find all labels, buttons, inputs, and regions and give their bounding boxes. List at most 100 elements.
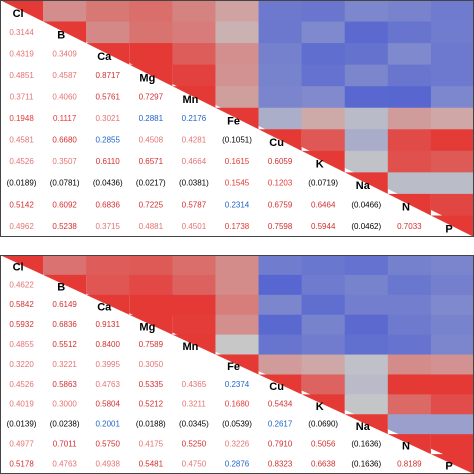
element-label: Mn [183,341,199,353]
correlation-value: 0.3221 [52,360,77,369]
heatmap-cell [430,86,474,109]
heatmap-cell [258,255,303,276]
heatmap-cell [43,255,87,276]
correlation-value: 0.7011 [53,440,77,449]
correlation-value: 0.4019 [9,400,34,409]
heatmap-cell [344,294,389,316]
correlation-value: 0.4750 [182,459,207,468]
correlation-value: (0.1636) [351,440,381,449]
correlation-value: 0.4881 [139,222,164,231]
correlation-value: 0.3211 [182,400,206,409]
diagonal-cell [0,255,44,275]
heatmap-cell [344,274,389,296]
correlation-value: 0.3000 [52,400,77,409]
correlation-value: 0.5863 [52,380,77,389]
correlation-value: 0.5142 [9,200,34,209]
heatmap-cell [430,314,474,336]
heatmap-panel-2: Cl B Ca Mg Mn Fe Cu K Na N P 0.4622 0.5842 0.6149 0.59… [0,255,474,474]
heatmap-cell [215,255,260,276]
heatmap-cell [258,21,303,44]
diagonal-cell [215,107,259,130]
heatmap-cell [344,394,389,415]
diagonal-cell [344,414,388,435]
correlation-value: 0.3711 [10,93,34,102]
correlation-value: 0.6836 [95,200,120,209]
heatmap-cell [129,255,173,276]
correlation-value: 0.6110 [96,157,120,166]
heatmap-cell [172,43,217,66]
correlation-value: 0.5212 [139,400,164,409]
heatmap-cell [387,86,432,109]
heatmap-cell [430,43,474,66]
correlation-value: 0.8323 [268,459,293,468]
element-label: Cu [269,381,284,393]
correlation-value: 0.8400 [95,340,120,349]
heatmap-cell [387,21,432,44]
heatmap-panel-1: Cl B Ca Mg Mn Fe Cu K Na N P 0.3144 0.4319 0.3409 0.48… [0,0,474,237]
heatmap-cell [344,150,389,173]
correlation-value: 0.1738 [225,222,250,231]
heatmap-cell [430,21,474,44]
heatmap-cell [258,43,303,66]
diagonal-cell [0,0,44,22]
heatmap-cell [258,334,303,356]
correlation-value: 0.7910 [268,440,293,449]
element-label: Fe [227,361,240,373]
correlation-value: 0.3144 [9,28,34,37]
element-label: B [57,29,65,41]
correlation-value: 0.7225 [139,200,164,209]
heatmap-cell [430,274,474,296]
element-label: P [445,461,452,473]
heatmap-cell [215,314,260,336]
heatmap-cell [430,334,474,356]
correlation-value: 0.4501 [182,222,207,231]
correlation-value: 0.6571 [139,157,164,166]
correlation-value: (0.0188) [136,420,166,429]
heatmap-cell [344,107,389,130]
correlation-value: 0.2617 [268,420,293,429]
correlation-value: (0.0462) [351,222,381,231]
element-label: Cu [269,137,284,149]
heatmap-cell [344,21,389,44]
heatmap-cell [301,64,346,87]
correlation-value: (0.0690) [308,420,338,429]
heatmap-cell [344,129,389,152]
heatmap-cell [129,21,173,44]
heatmap-cell [344,0,389,23]
correlation-value: (0.0719) [308,179,338,188]
correlation-value: 0.6759 [268,200,293,209]
correlation-value: (0.0539) [222,420,252,429]
correlation-value: 0.4508 [139,136,164,145]
element-label: K [316,159,324,171]
correlation-value: 0.2876 [225,459,250,468]
heatmap-cell [86,255,130,276]
correlation-value: 0.4851 [9,71,34,80]
heatmap-cell [301,354,346,376]
heatmap-cell [215,21,260,44]
heatmap-cell [129,43,173,66]
element-label: Na [356,180,371,192]
correlation-value: 0.2176 [182,114,207,123]
diagonal-cell [258,129,302,151]
correlation-value: 0.4581 [9,136,34,145]
correlation-value: 0.3050 [139,360,164,369]
heatmap-cell [172,255,217,276]
correlation-value: 0.2374 [225,380,250,389]
heatmap-cell [344,374,389,395]
correlation-value: 0.5335 [139,380,164,389]
heatmap-cell [430,374,474,395]
correlation-value: (0.0238) [50,420,80,429]
correlation-value: 0.3409 [52,49,77,58]
heatmap-cell [129,0,173,23]
heatmap-cell [43,0,87,23]
correlation-value: 0.5250 [182,440,207,449]
heatmap-cell [387,414,432,435]
element-label: Ca [97,301,112,313]
heatmap-cell [430,193,474,217]
heatmap-cell [172,274,217,296]
element-label: Cl [13,8,24,20]
heatmap-cell [215,64,260,87]
correlation-value: 0.8189 [397,459,422,468]
heatmap-cell [301,43,346,66]
